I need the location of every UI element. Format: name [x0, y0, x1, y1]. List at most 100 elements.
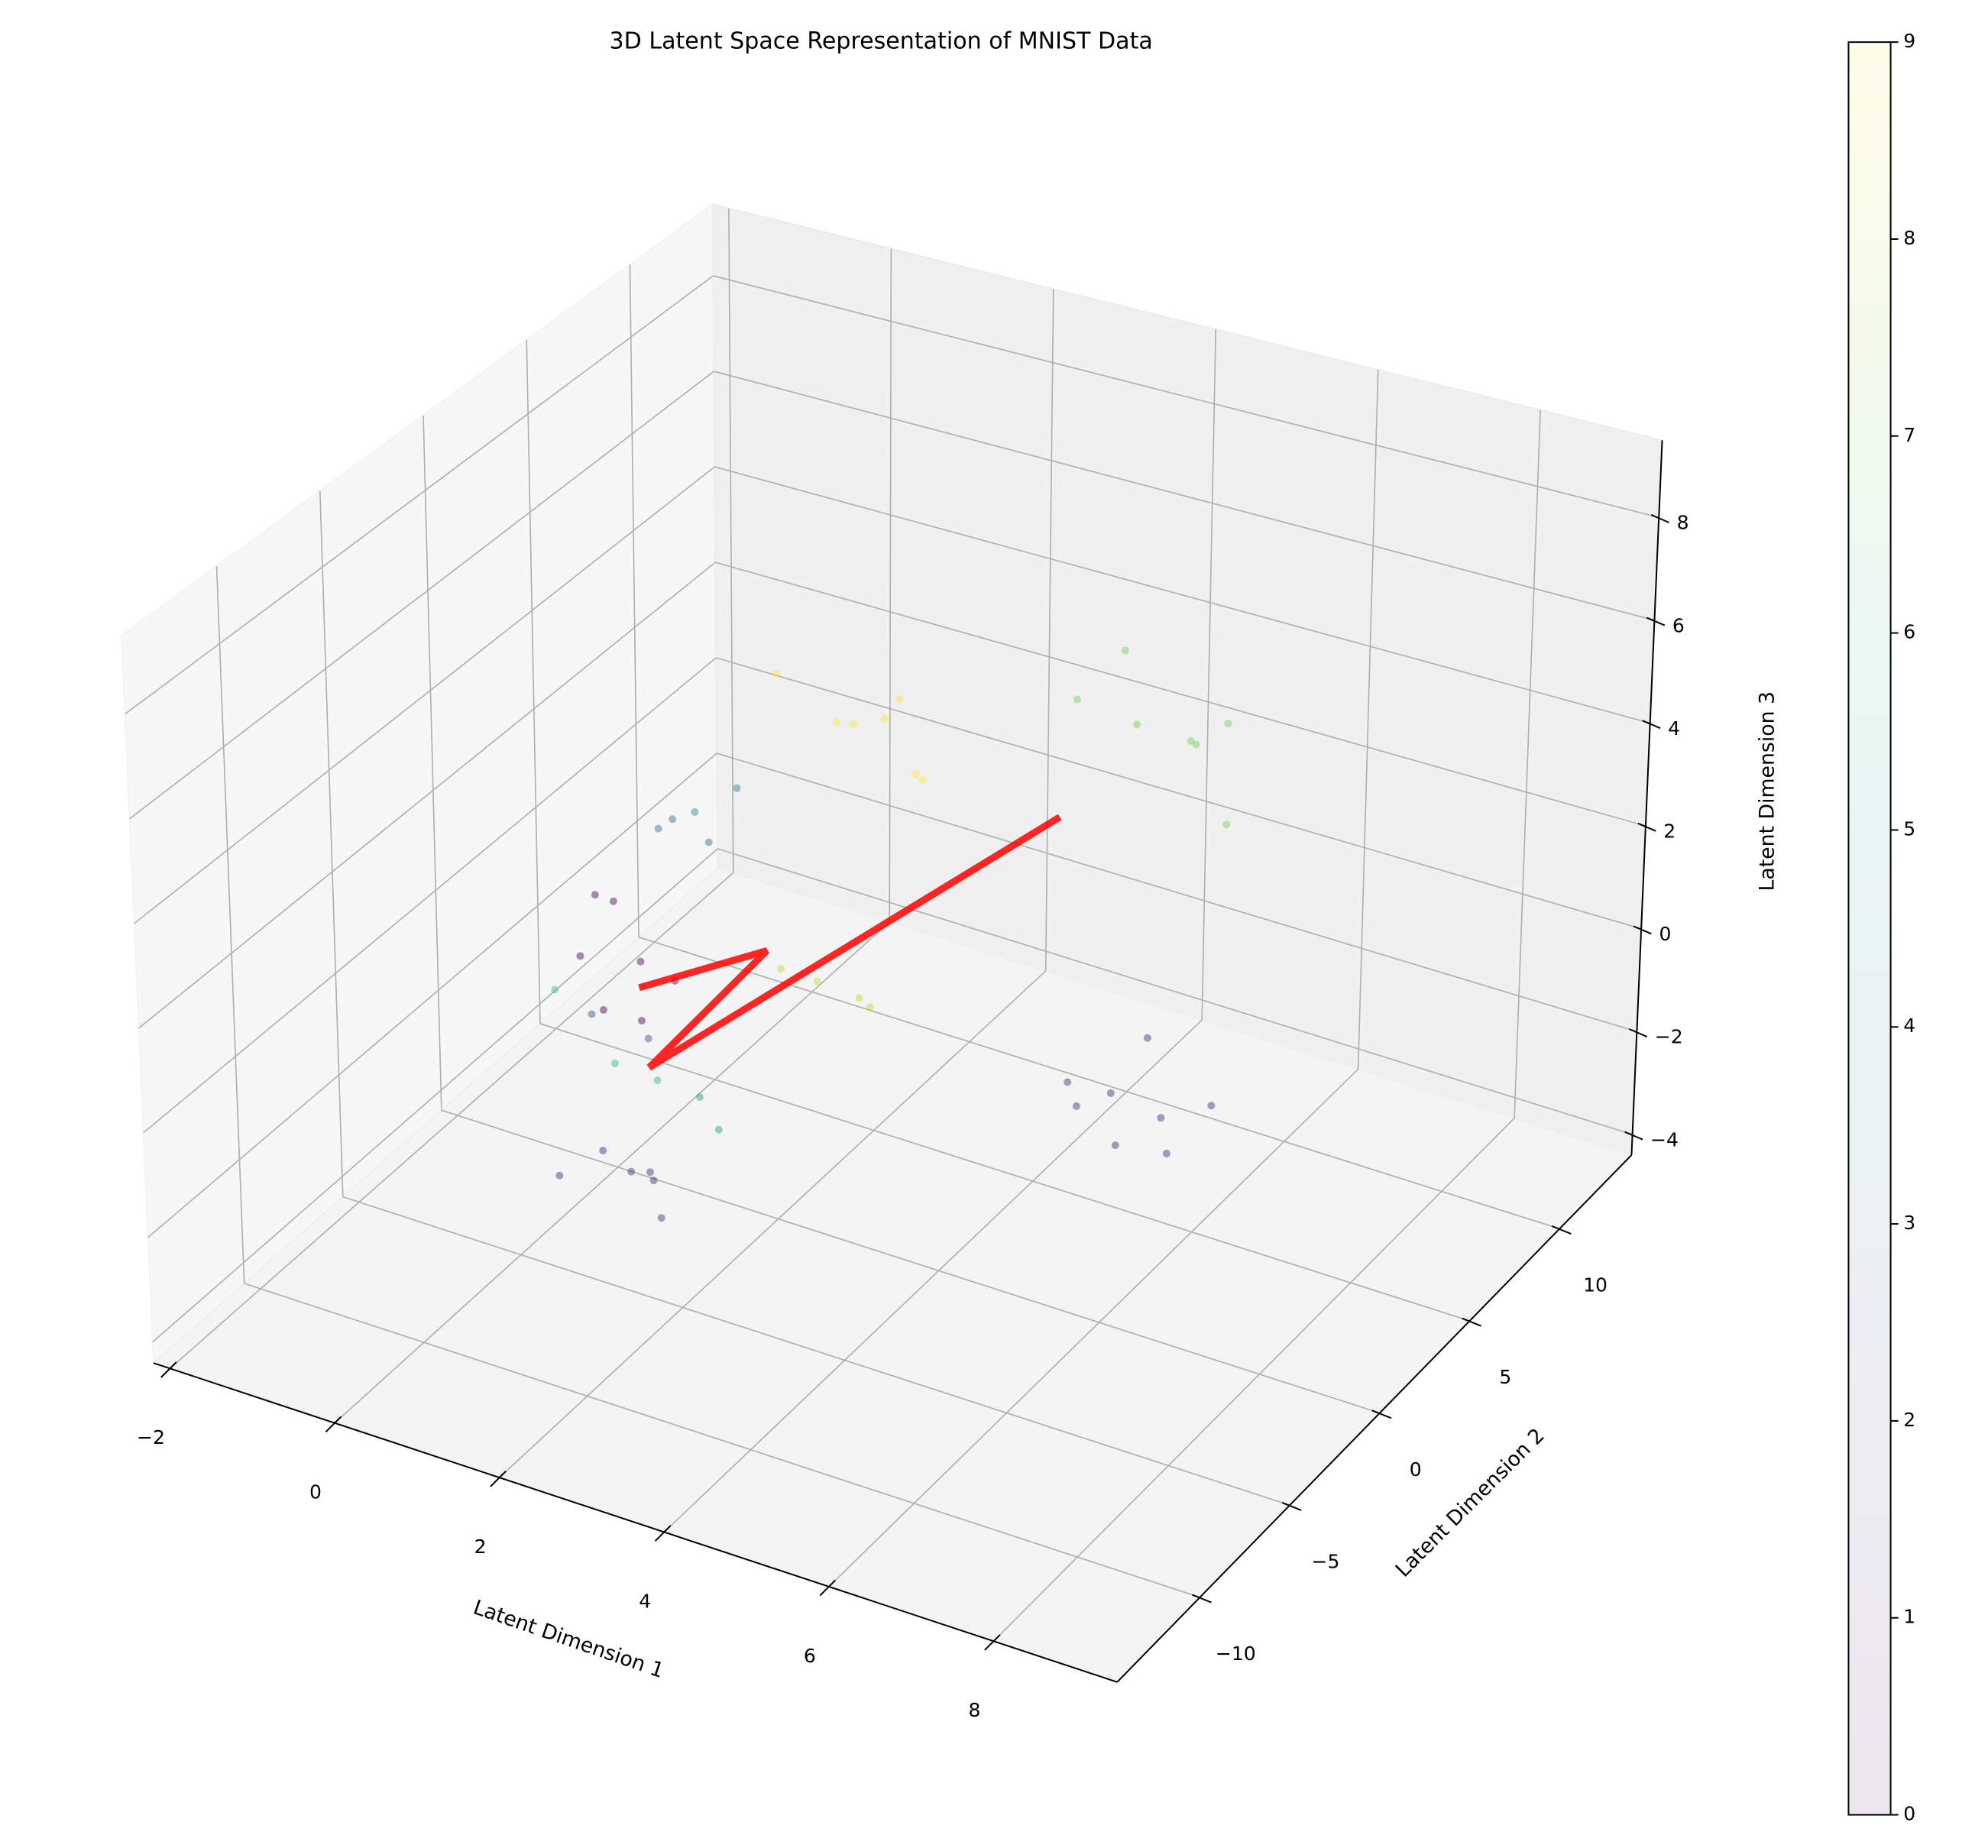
point — [588, 1010, 596, 1018]
point — [733, 784, 741, 792]
grid-line — [441, 1109, 1381, 1414]
point — [1207, 1102, 1216, 1110]
y-tick — [1192, 1594, 1212, 1604]
point — [646, 1168, 654, 1176]
point — [1143, 1034, 1151, 1042]
x-tick — [984, 1634, 1001, 1651]
grid-line — [992, 1118, 1515, 1642]
point — [627, 1167, 636, 1176]
point — [895, 695, 904, 704]
grid-line — [129, 371, 714, 820]
x-tick — [160, 1361, 177, 1378]
z-tick — [1637, 822, 1656, 832]
grid-line — [147, 752, 717, 1238]
point — [777, 965, 785, 973]
y-tick-label: −5 — [1312, 1550, 1340, 1572]
x-tick — [819, 1579, 836, 1597]
x-tick-label: 8 — [968, 1699, 980, 1721]
y-tick — [1371, 1409, 1392, 1419]
grid-line — [714, 371, 1655, 621]
grid-line — [134, 466, 715, 924]
x-axis — [153, 1362, 1118, 1683]
point — [855, 994, 863, 1002]
z-tick — [1633, 925, 1652, 935]
colorbar-tick-label: 5 — [1903, 817, 1915, 840]
grid-line — [889, 248, 892, 922]
point — [599, 1005, 607, 1014]
point — [911, 770, 920, 778]
point — [1064, 1078, 1072, 1086]
x-tick-label: 6 — [804, 1645, 816, 1667]
colorbar-tick-label: 4 — [1903, 1015, 1915, 1037]
point — [918, 776, 927, 785]
z-tick — [1628, 1028, 1648, 1037]
point — [609, 897, 617, 905]
point — [636, 957, 645, 966]
z-tick-label: 6 — [1672, 614, 1685, 636]
grid-line — [728, 208, 734, 873]
point — [653, 1076, 662, 1085]
point — [1073, 695, 1082, 704]
grid-line — [244, 1283, 1200, 1598]
colorbar-tick-label: 3 — [1903, 1212, 1915, 1234]
colorbar-tick-label: 6 — [1903, 621, 1915, 643]
grid-line — [499, 970, 1047, 1478]
z-tick — [1650, 514, 1669, 523]
x-tick-label: −2 — [137, 1426, 165, 1448]
z-tick-label: 4 — [1668, 717, 1680, 740]
grid-line — [138, 562, 716, 1029]
point — [654, 824, 662, 833]
point — [1106, 1089, 1115, 1097]
point — [555, 1171, 564, 1180]
point — [1187, 736, 1195, 746]
z-tick-label: −4 — [1650, 1128, 1679, 1151]
point — [704, 838, 713, 846]
grid-line — [539, 1023, 1470, 1322]
point — [1192, 740, 1200, 749]
point — [850, 720, 858, 729]
x-tick-label: 0 — [309, 1481, 322, 1503]
grid-line — [423, 415, 442, 1111]
point — [691, 807, 699, 816]
z-axis-label: Latent Dimension 3 — [1756, 691, 1779, 892]
grid-line — [342, 1196, 1290, 1507]
x-tick — [654, 1525, 672, 1542]
point — [644, 1034, 652, 1043]
point — [1072, 1102, 1080, 1110]
grid-line — [714, 466, 1650, 724]
grid-line — [1044, 289, 1054, 971]
point — [1157, 1114, 1165, 1122]
grid-line — [638, 936, 1560, 1230]
grid-line — [716, 752, 1637, 1033]
point — [866, 1003, 874, 1011]
point — [813, 977, 821, 985]
point — [1162, 1149, 1170, 1157]
point — [1121, 646, 1129, 655]
colorbar-tick-label: 7 — [1903, 424, 1915, 446]
grid-line — [215, 566, 245, 1283]
grid-line — [1201, 329, 1217, 1021]
point — [833, 717, 841, 726]
y-tick — [1281, 1501, 1302, 1511]
point — [657, 1214, 665, 1222]
point — [714, 1125, 723, 1134]
point — [576, 952, 584, 960]
x-tick — [325, 1416, 342, 1433]
z-tick — [1646, 617, 1666, 626]
colorbar-tick-label: 9 — [1903, 30, 1915, 52]
point — [591, 891, 599, 899]
x-tick-label: 2 — [474, 1536, 487, 1558]
grid-line — [629, 264, 639, 937]
colorbar-tick-label: 0 — [1903, 1803, 1915, 1825]
y-tick-label: −10 — [1216, 1642, 1256, 1665]
z-tick-label: 0 — [1659, 923, 1672, 945]
point — [880, 715, 889, 723]
grid-line — [715, 562, 1646, 827]
point — [1111, 1141, 1119, 1150]
grid-line — [715, 657, 1642, 930]
z-tick-label: −2 — [1655, 1026, 1683, 1048]
grid-line — [1514, 409, 1542, 1118]
grid-line — [828, 1068, 1359, 1587]
